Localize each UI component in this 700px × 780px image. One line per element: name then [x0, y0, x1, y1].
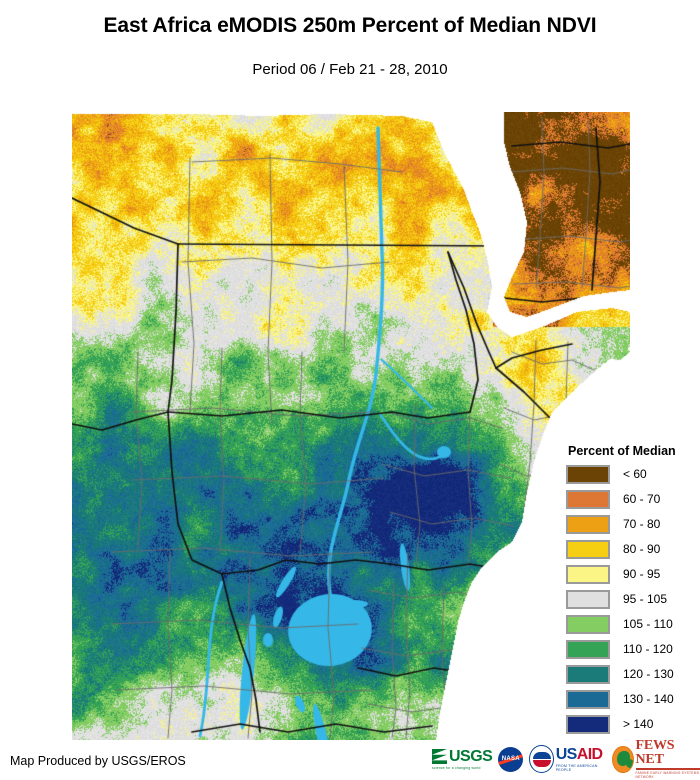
- legend-row: 110 - 120: [566, 639, 700, 659]
- legend-row: 60 - 70: [566, 489, 700, 509]
- legend-label: 110 - 120: [623, 642, 673, 656]
- legend-label: 105 - 110: [623, 617, 673, 631]
- legend-row: 130 - 140: [566, 689, 700, 709]
- nasa-logo: NASA: [498, 744, 524, 774]
- legend-swatch: [566, 564, 610, 584]
- legend-swatch: [566, 689, 610, 709]
- fewsnet-globe-icon: [612, 745, 634, 773]
- ndvi-map-raster: [72, 112, 630, 740]
- legend-swatch: [566, 664, 610, 684]
- page-title: East Africa eMODIS 250m Percent of Media…: [103, 14, 597, 37]
- usaid-seal-top-band: [532, 751, 551, 759]
- legend-row: 80 - 90: [566, 539, 700, 559]
- legend-swatch: [566, 514, 610, 534]
- ndvi-map-figure: [72, 112, 630, 740]
- legend-title: Percent of Median: [568, 444, 676, 458]
- legend-label: 120 - 130: [623, 667, 674, 681]
- legend-swatch: [566, 539, 610, 559]
- legend-swatch: [566, 589, 610, 609]
- legend-row: < 60: [566, 464, 700, 484]
- legend-swatch: [566, 614, 610, 634]
- fewsnet-logo: FEWS NET FAMINE EARLY WARNING SYSTEMS NE…: [612, 739, 700, 779]
- map-legend: Percent of Median < 60 60 - 70 70 - 80 80 -…: [566, 444, 700, 739]
- fewsnet-wordmark: FEWS NET: [635, 738, 675, 768]
- nasa-meatball-icon: NASA: [498, 746, 524, 772]
- legend-row: 70 - 80: [566, 514, 700, 534]
- legend-rows: < 60 60 - 70 70 - 80 80 - 90 90 - 95 95 - 105…: [566, 464, 700, 734]
- legend-label: 90 - 95: [623, 567, 661, 581]
- legend-row: 90 - 95: [566, 564, 700, 584]
- usaid-seal-icon: [529, 745, 554, 773]
- legend-label: < 60: [623, 467, 647, 481]
- legend-row: 105 - 110: [566, 614, 700, 634]
- legend-row: > 140: [566, 714, 700, 734]
- usgs-logo: USGS science for a changing world: [432, 744, 493, 774]
- usgs-mark-icon: [432, 749, 447, 764]
- fewsnet-tagline: FAMINE EARLY WARNING SYSTEMS NETWORK: [635, 770, 700, 779]
- legend-label: 130 - 140: [623, 692, 674, 706]
- footer-logos: USGS science for a changing world NASA U…: [432, 739, 700, 779]
- usaid-seal-bottom-band: [532, 759, 551, 767]
- legend-label: 70 - 80: [623, 517, 661, 531]
- nasa-wordmark: NASA: [501, 756, 520, 762]
- legend-swatch: [566, 639, 610, 659]
- footer-credit: Map Produced by USGS/EROS: [10, 754, 186, 768]
- legend-label: > 140: [623, 717, 654, 731]
- fewsnet-rule: [635, 768, 700, 770]
- usaid-wordmark: USAID: [555, 745, 603, 763]
- legend-swatch: [566, 714, 610, 734]
- legend-swatch: [566, 464, 610, 484]
- legend-row: 95 - 105: [566, 589, 700, 609]
- usaid-tagline: FROM THE AMERICAN PEOPLE: [555, 763, 598, 772]
- legend-swatch: [566, 489, 610, 509]
- usgs-wordmark: USGS: [449, 747, 493, 765]
- usaid-logo: USAID FROM THE AMERICAN PEOPLE: [529, 744, 606, 774]
- legend-label: 80 - 90: [623, 542, 661, 556]
- legend-label: 95 - 105: [623, 592, 668, 606]
- legend-label: 60 - 70: [623, 492, 661, 506]
- usgs-tagline: science for a changing world: [432, 765, 481, 770]
- page-subtitle: Period 06 / Feb 21 - 28, 2010: [252, 61, 448, 78]
- legend-row: 120 - 130: [566, 664, 700, 684]
